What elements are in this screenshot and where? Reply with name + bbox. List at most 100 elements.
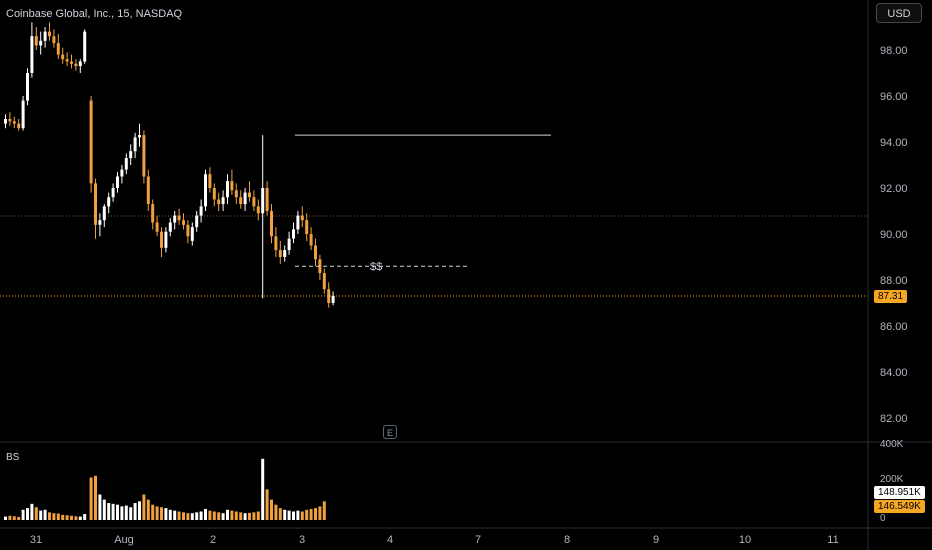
candle-body bbox=[265, 188, 269, 211]
volume-bar bbox=[314, 508, 317, 520]
candle-body bbox=[34, 36, 38, 46]
candle-body bbox=[300, 215, 304, 221]
candle-body bbox=[292, 229, 295, 239]
volume-bar bbox=[8, 515, 12, 520]
candle-body bbox=[17, 123, 21, 129]
volume-bar bbox=[56, 513, 60, 520]
candle-body bbox=[43, 31, 47, 41]
symbol-title[interactable]: Coinbase Global, Inc., 15, NASDAQ bbox=[6, 8, 183, 20]
candle-body bbox=[226, 181, 229, 198]
candle-body bbox=[327, 289, 331, 303]
volume-bar bbox=[94, 475, 97, 520]
candle-body bbox=[248, 192, 251, 198]
candle-body bbox=[155, 222, 159, 232]
candle-body bbox=[65, 59, 69, 62]
volume-bar bbox=[278, 508, 282, 520]
volume-bar bbox=[111, 503, 115, 520]
volume-tick-label: 200K bbox=[880, 474, 904, 485]
candle-body bbox=[74, 63, 78, 67]
volume-bar bbox=[151, 504, 155, 520]
candle-body bbox=[204, 174, 207, 207]
volume-bar bbox=[256, 511, 260, 520]
candle-body bbox=[26, 73, 29, 101]
volume-bar bbox=[48, 512, 51, 520]
volume-bar bbox=[212, 511, 216, 520]
volume-bar bbox=[164, 508, 168, 520]
time-tick-label: 7 bbox=[475, 534, 481, 546]
volume-bar bbox=[124, 505, 128, 520]
candle-body bbox=[182, 220, 185, 225]
candle-body bbox=[133, 137, 137, 152]
price-tick-label: 92.00 bbox=[880, 183, 908, 195]
candle-body bbox=[70, 61, 73, 64]
candle-body bbox=[208, 174, 212, 188]
volume-bar bbox=[177, 511, 181, 520]
volume-bar bbox=[30, 503, 34, 520]
volume-bar bbox=[226, 509, 229, 520]
volume-tick-label: 0 bbox=[880, 513, 886, 524]
candle-body bbox=[270, 211, 273, 237]
candle-body bbox=[278, 250, 282, 257]
volume-bar bbox=[296, 510, 300, 520]
time-tick-label: 11 bbox=[827, 534, 838, 546]
volume-bar bbox=[107, 503, 111, 520]
price-tick-label: 88.00 bbox=[880, 275, 908, 287]
candle-body bbox=[89, 100, 93, 184]
volume-bar bbox=[43, 509, 47, 520]
candle-body bbox=[52, 36, 56, 44]
price-lines bbox=[0, 215, 868, 297]
volume-bar bbox=[217, 512, 221, 520]
volume-bar bbox=[292, 511, 295, 520]
candle-body bbox=[107, 197, 111, 207]
candle-body bbox=[30, 36, 34, 73]
candle-body bbox=[111, 188, 115, 198]
volume-bar bbox=[243, 513, 247, 520]
volume-bar bbox=[270, 499, 273, 520]
candle-body bbox=[142, 135, 146, 177]
indicator-label[interactable]: BS bbox=[6, 452, 20, 463]
volume-bar bbox=[318, 506, 322, 520]
last-price-badge: 87.31 bbox=[874, 290, 908, 303]
candle-body bbox=[217, 199, 221, 205]
candle-body bbox=[164, 231, 168, 248]
volume-bar bbox=[21, 509, 25, 520]
time-tick-label: 3 bbox=[299, 534, 305, 546]
volume-bar bbox=[61, 514, 65, 520]
volume-bar bbox=[26, 508, 29, 520]
candle-body bbox=[243, 192, 247, 205]
candle-body bbox=[186, 224, 190, 237]
candle-body bbox=[314, 245, 317, 260]
volume-bar bbox=[287, 510, 291, 520]
volume-bar bbox=[168, 509, 172, 520]
time-tick-label: Aug bbox=[114, 534, 134, 546]
volume-bar bbox=[204, 508, 207, 520]
volume-bar bbox=[274, 504, 278, 520]
time-tick-label: 9 bbox=[653, 534, 659, 546]
candle-body bbox=[160, 231, 163, 248]
volume-bar bbox=[199, 511, 203, 520]
candle-body bbox=[234, 190, 238, 198]
candle-body bbox=[256, 206, 260, 214]
volume-bar bbox=[129, 507, 133, 520]
currency-button[interactable]: USD bbox=[876, 3, 922, 23]
candle-body bbox=[12, 121, 16, 124]
candle-body bbox=[177, 215, 181, 221]
candle-body bbox=[283, 250, 287, 257]
volume-bar bbox=[322, 501, 326, 520]
candle-body bbox=[296, 215, 300, 230]
volume-bar bbox=[142, 494, 146, 520]
candle-body bbox=[78, 61, 82, 67]
volume-bar bbox=[65, 515, 69, 520]
price-tick-label: 94.00 bbox=[880, 137, 908, 149]
earnings-icon[interactable]: E bbox=[383, 425, 397, 439]
volume-bar bbox=[39, 510, 43, 520]
drawings: $$ bbox=[295, 134, 551, 273]
candle-body bbox=[261, 188, 265, 214]
volume-bar bbox=[70, 515, 73, 520]
volume-bar bbox=[186, 513, 190, 520]
candle-body bbox=[221, 197, 225, 205]
candle-body bbox=[102, 206, 106, 221]
time-tick-label: 10 bbox=[739, 534, 751, 546]
